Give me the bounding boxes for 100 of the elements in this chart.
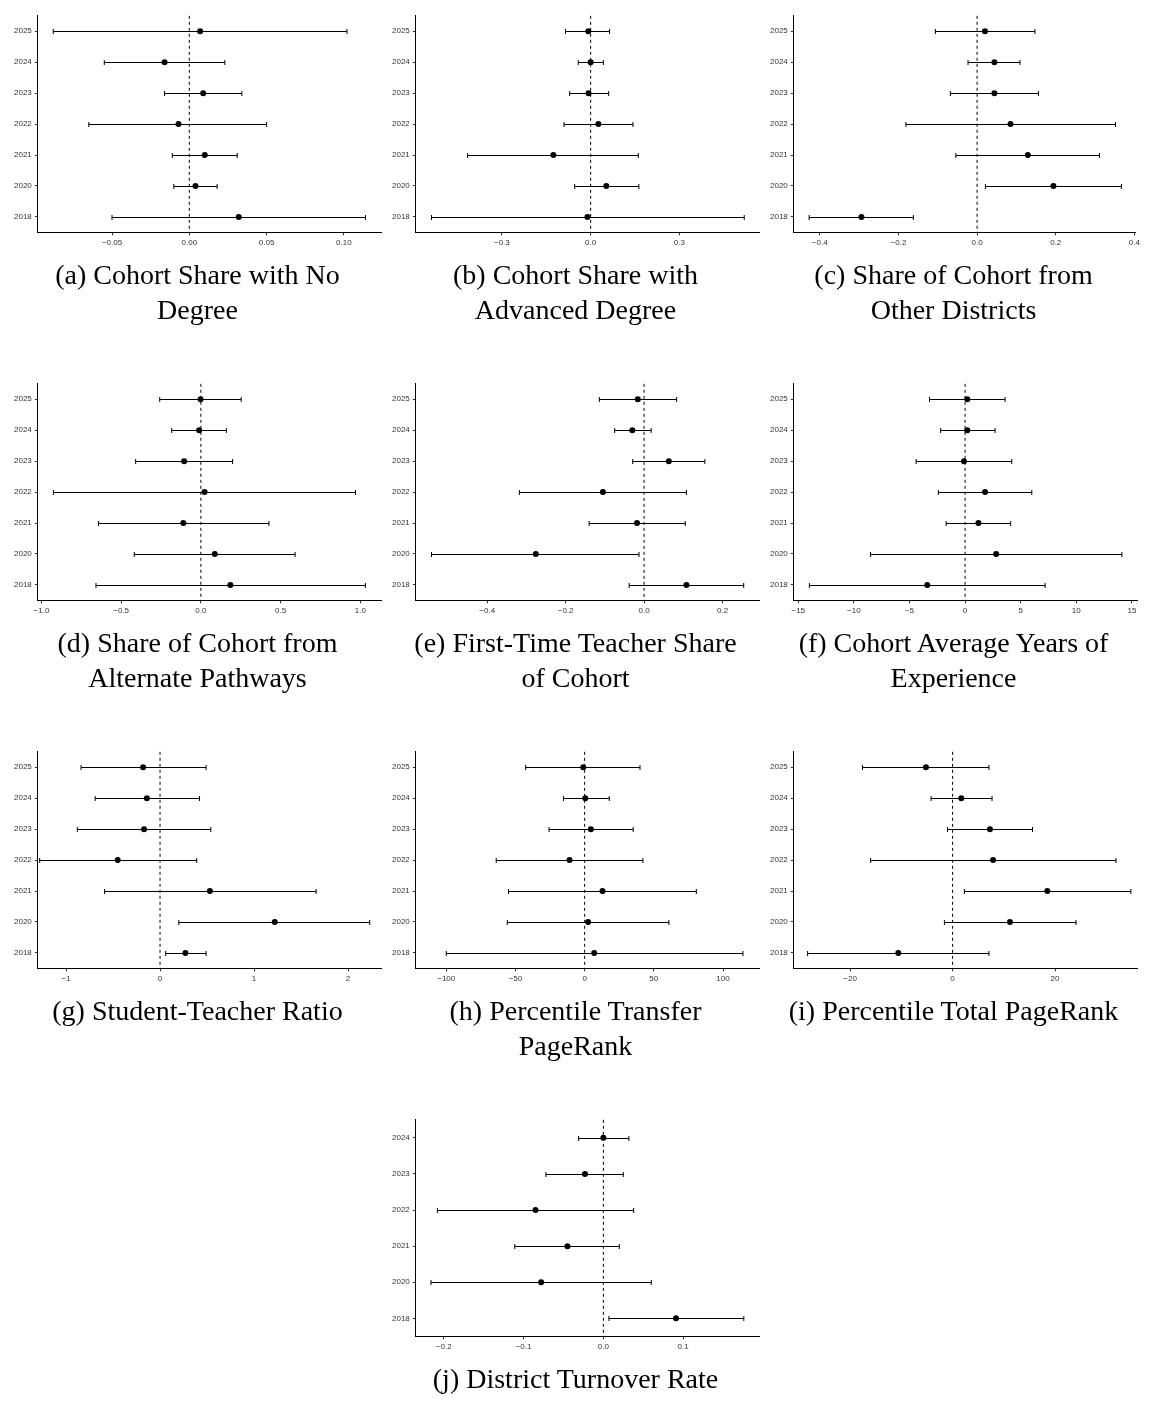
point bbox=[598, 888, 605, 895]
y-tick-label: 2023 bbox=[769, 824, 788, 834]
text: (f) Cohort Average Years of Experience bbox=[797, 626, 1110, 695]
x-tick-label: 0.2 bbox=[716, 606, 729, 616]
y-tick-label: 2018 bbox=[769, 580, 788, 590]
y-tick-label: 2024 bbox=[391, 57, 410, 67]
point bbox=[191, 182, 198, 189]
point bbox=[581, 1170, 588, 1177]
point bbox=[587, 826, 594, 833]
y-tick-label: 2018 bbox=[391, 948, 410, 958]
point bbox=[894, 949, 901, 956]
y-tick-label: 2021 bbox=[13, 886, 32, 896]
point bbox=[957, 795, 964, 802]
y-tick-label: 2023 bbox=[769, 456, 788, 466]
point bbox=[590, 949, 597, 956]
x-tick-label: −0.3 bbox=[493, 238, 510, 248]
text: (j) District Turnover Rate bbox=[431, 1362, 720, 1396]
y-tick-label: 2024 bbox=[391, 1133, 410, 1143]
y-tick-label: 2020 bbox=[391, 1277, 410, 1287]
point bbox=[566, 857, 573, 864]
x-tick-label: −50 bbox=[508, 974, 523, 984]
y-tick-label: 2024 bbox=[13, 425, 32, 435]
x-tick-label: 20 bbox=[1050, 974, 1060, 984]
x-tick-label: −0.4 bbox=[811, 238, 828, 248]
y-tick-label: 2018 bbox=[13, 212, 32, 222]
x-tick-label: 0.4 bbox=[1128, 238, 1141, 248]
x-tick-label: −0.05 bbox=[101, 238, 123, 248]
x-tick-label: 5 bbox=[1017, 606, 1023, 616]
point bbox=[196, 28, 203, 35]
point bbox=[537, 1279, 544, 1286]
point bbox=[1006, 918, 1013, 925]
point bbox=[581, 795, 588, 802]
x-tick-label: 0.0 bbox=[584, 238, 597, 248]
x-tick-label: 1 bbox=[251, 974, 257, 984]
point bbox=[960, 458, 967, 465]
y-tick-label: 2020 bbox=[769, 917, 788, 927]
y-tick-label: 2024 bbox=[391, 425, 410, 435]
point bbox=[989, 857, 996, 864]
text: (g) Student-Teacher Ratio bbox=[51, 994, 344, 1028]
y-tick-label: 2021 bbox=[391, 886, 410, 896]
point bbox=[665, 458, 672, 465]
x-tick-label: 0 bbox=[962, 606, 968, 616]
text: (i) Percentile Total PageRank bbox=[787, 994, 1120, 1028]
y-tick-label: 2018 bbox=[13, 948, 32, 958]
point bbox=[271, 918, 278, 925]
point bbox=[963, 427, 970, 434]
y-tick-label: 2023 bbox=[391, 88, 410, 98]
y-tick-label: 2021 bbox=[13, 518, 32, 528]
x-tick-label: 0.5 bbox=[274, 606, 287, 616]
point bbox=[986, 826, 993, 833]
y-tick-label: 2021 bbox=[769, 518, 788, 528]
x-tick-label: −0.5 bbox=[112, 606, 130, 616]
point bbox=[179, 520, 186, 527]
y-tick-label: 2020 bbox=[391, 917, 410, 927]
text: (e) First-Time Teacher Share of Cohort bbox=[413, 626, 738, 695]
point bbox=[599, 489, 606, 496]
y-tick-label: 2023 bbox=[391, 824, 410, 834]
point bbox=[549, 152, 556, 159]
point bbox=[197, 396, 204, 403]
point bbox=[633, 520, 640, 527]
x-tick-label: 0.0 bbox=[638, 606, 650, 616]
point bbox=[594, 121, 601, 128]
point bbox=[235, 213, 242, 220]
x-tick-label: 0.05 bbox=[258, 238, 275, 248]
y-tick-label: 2024 bbox=[13, 57, 32, 67]
x-tick-label: 2 bbox=[345, 974, 351, 984]
x-tick-label: 0 bbox=[949, 974, 955, 984]
x-tick-label: −0.2 bbox=[890, 238, 907, 248]
x-tick-label: −0.2 bbox=[557, 606, 574, 616]
point bbox=[634, 396, 641, 403]
point bbox=[195, 427, 202, 434]
y-tick-label: 2021 bbox=[391, 1241, 410, 1251]
point bbox=[199, 90, 206, 97]
x-tick-label: 0.3 bbox=[673, 238, 686, 248]
y-tick-label: 2025 bbox=[769, 26, 788, 36]
y-tick-label: 2024 bbox=[769, 425, 788, 435]
point bbox=[211, 550, 218, 557]
x-tick-label: 50 bbox=[648, 974, 659, 984]
point bbox=[174, 121, 181, 128]
y-tick-label: 2021 bbox=[769, 886, 788, 896]
y-tick-label: 2024 bbox=[769, 793, 788, 803]
y-tick-label: 2018 bbox=[769, 948, 788, 958]
text: (d) Share of Cohort from Alternate Pathways bbox=[56, 626, 339, 695]
x-tick-label: 15 bbox=[1126, 606, 1137, 616]
y-tick-label: 2025 bbox=[391, 394, 410, 404]
point bbox=[181, 949, 188, 956]
x-tick-label: 0.2 bbox=[1049, 238, 1062, 248]
x-tick-label: 0.0 bbox=[597, 1342, 609, 1352]
y-tick-label: 2021 bbox=[391, 150, 410, 160]
point bbox=[583, 213, 590, 220]
x-tick-label: 0.0 bbox=[194, 606, 207, 616]
point bbox=[981, 489, 988, 496]
point bbox=[963, 396, 970, 403]
point bbox=[922, 764, 929, 771]
x-tick-label: 100 bbox=[715, 974, 730, 984]
y-tick-label: 2022 bbox=[769, 855, 788, 865]
y-tick-label: 2025 bbox=[769, 394, 788, 404]
x-tick-label: −0.4 bbox=[478, 606, 496, 616]
y-tick-label: 2020 bbox=[769, 181, 788, 191]
x-tick-label: −0.1 bbox=[515, 1342, 532, 1352]
